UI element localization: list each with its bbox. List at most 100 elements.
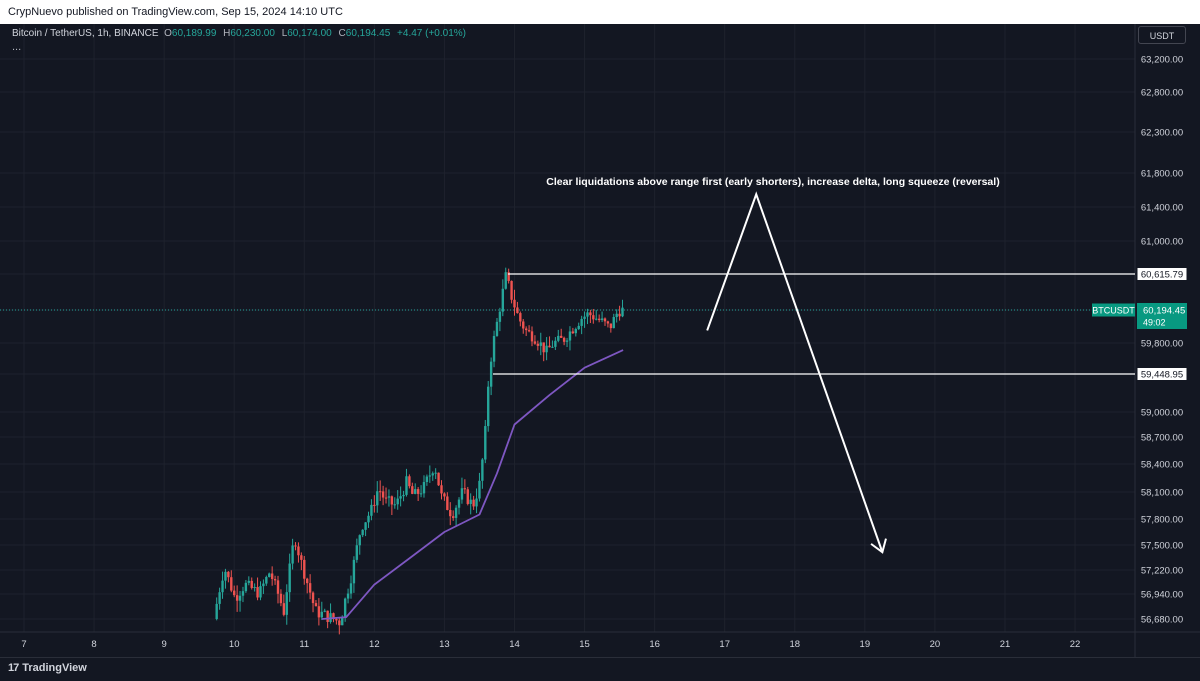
candle-body	[469, 499, 472, 504]
candle-body	[489, 361, 493, 387]
candle	[376, 481, 379, 513]
candle-body	[565, 340, 569, 342]
time-tick-label: 13	[439, 639, 450, 650]
candle	[390, 495, 394, 516]
candle-body	[522, 321, 525, 329]
candle-body	[434, 472, 437, 474]
price-tick-label: 61,800.00	[1141, 169, 1183, 180]
candle-body	[256, 587, 259, 598]
candle	[335, 618, 338, 625]
candle	[533, 335, 537, 345]
candle-body	[253, 587, 256, 589]
candle-body	[402, 494, 405, 497]
candle-body	[463, 488, 467, 490]
range-levels[interactable]	[493, 273, 1135, 375]
candle-body	[300, 555, 303, 560]
candle	[396, 490, 399, 510]
candle-body	[574, 329, 578, 334]
candle-body	[510, 280, 513, 300]
candle-body	[539, 342, 542, 346]
candle-body	[411, 486, 414, 494]
candle	[291, 538, 294, 570]
candle	[416, 487, 420, 502]
candle-body	[557, 335, 560, 341]
time-axis[interactable]: 7 8 9 10 11 12 13 14 15 16 17 18 19 20 21 22	[21, 639, 1080, 650]
candle	[387, 489, 391, 507]
candle	[600, 311, 604, 323]
candle-body	[562, 337, 566, 342]
candle-body	[431, 473, 434, 476]
projected-path[interactable]	[706, 191, 887, 554]
time-tick-label: 22	[1070, 639, 1081, 650]
price-chart[interactable]: Clear liquidations above range first (ea…	[0, 24, 1200, 657]
candle	[323, 608, 326, 613]
candle	[414, 483, 417, 495]
candle-body	[457, 499, 461, 508]
candle	[618, 305, 621, 321]
candle-body	[554, 340, 557, 347]
candle	[583, 311, 586, 328]
candle-body	[600, 318, 604, 321]
candle-body	[224, 571, 227, 581]
candle-body	[373, 504, 376, 506]
time-tick-label: 10	[229, 639, 240, 650]
candle-body	[227, 571, 230, 578]
candle-body	[323, 610, 326, 612]
legend-symbol[interactable]: Bitcoin / TetherUS, 1h, BINANCE	[12, 28, 159, 39]
candle-body	[516, 307, 519, 314]
candle	[498, 307, 502, 332]
candle	[305, 577, 309, 594]
candle	[510, 280, 513, 304]
candle	[282, 594, 286, 617]
chart-area[interactable]: Clear liquidations above range first (ea…	[0, 24, 1200, 657]
candle	[536, 340, 540, 351]
price-tick-label: 57,800.00	[1141, 515, 1183, 526]
candle	[457, 497, 461, 515]
time-tick-label: 17	[719, 639, 730, 650]
candle	[311, 591, 315, 613]
candle	[408, 474, 411, 489]
candle-body	[250, 580, 253, 588]
legend-more-button[interactable]: ...	[12, 41, 22, 53]
candle	[393, 497, 396, 509]
candle-body	[451, 516, 455, 518]
time-tick-label: 11	[299, 639, 309, 650]
candle-body	[405, 476, 408, 495]
range-low-tag-bg	[1136, 367, 1188, 381]
candle-body	[355, 545, 359, 560]
ma-line	[321, 349, 624, 620]
price-axis[interactable]: 56,680.00 56,940.00 57,220.00 57,500.00 57,8…	[1141, 55, 1183, 626]
candle-body	[364, 522, 367, 530]
candle-body	[603, 318, 607, 322]
candle-body	[580, 318, 583, 326]
candle	[466, 486, 469, 506]
candle	[227, 571, 230, 583]
candle-body	[221, 580, 224, 593]
candle-body	[504, 272, 507, 289]
last-price-bg	[1137, 303, 1187, 329]
candles	[215, 267, 624, 635]
candle	[577, 322, 580, 331]
symbol-tag: BTCUSDT	[1092, 306, 1135, 316]
candle	[507, 268, 510, 284]
candle	[489, 357, 493, 396]
candle	[446, 492, 449, 511]
candle	[431, 471, 434, 481]
currency-button[interactable]: USDT	[1138, 26, 1186, 44]
candle	[273, 575, 277, 585]
candle	[358, 534, 361, 555]
candle	[361, 529, 364, 538]
candle-body	[276, 580, 280, 594]
annotation-text[interactable]: Clear liquidations above range first (ea…	[546, 176, 999, 188]
candle-body	[218, 592, 221, 604]
price-tick-label: 57,220.00	[1141, 566, 1183, 577]
candle	[568, 326, 572, 351]
candle	[454, 505, 458, 526]
candle	[241, 586, 245, 603]
legend-high-label: H	[223, 28, 231, 39]
tradingview-brand[interactable]: 17 TradingView	[8, 662, 87, 674]
time-tick-label: 19	[860, 639, 871, 650]
candle	[595, 310, 598, 321]
candle-body	[241, 591, 245, 596]
candle-body	[583, 316, 586, 319]
